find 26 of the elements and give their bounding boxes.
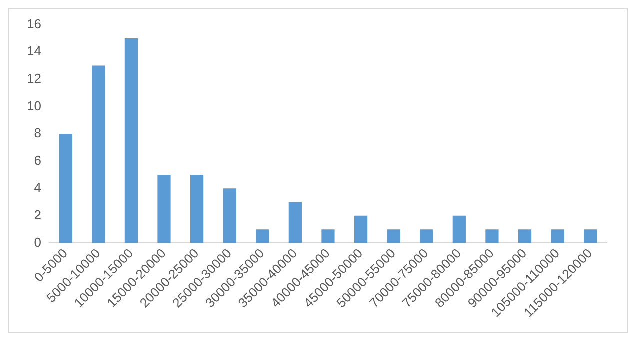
y-tick-label: 4: [34, 180, 42, 196]
y-tick-label: 0: [34, 234, 42, 250]
y-tick-label: 8: [34, 126, 42, 141]
bar: [256, 230, 270, 244]
bar: [223, 188, 236, 244]
bar: [322, 230, 335, 244]
bar: [486, 230, 499, 244]
bar: [387, 230, 400, 244]
bar: [420, 230, 434, 244]
bar: [59, 134, 72, 244]
bar: [190, 174, 204, 244]
bar: [92, 66, 106, 244]
y-tick-label: 12: [26, 70, 42, 86]
bar: [452, 216, 466, 244]
bar: [584, 230, 598, 244]
y-tick-label: 14: [26, 44, 42, 59]
bar: [158, 174, 171, 244]
y-tick-label: 10: [26, 98, 42, 114]
y-tick-label: 2: [34, 208, 42, 223]
y-tick-label: 16: [26, 16, 42, 32]
bar: [354, 216, 368, 244]
bar: [288, 202, 302, 244]
bar: [551, 230, 564, 244]
bar: [124, 38, 138, 244]
bar: [518, 230, 532, 244]
y-tick-label: 6: [34, 152, 42, 168]
